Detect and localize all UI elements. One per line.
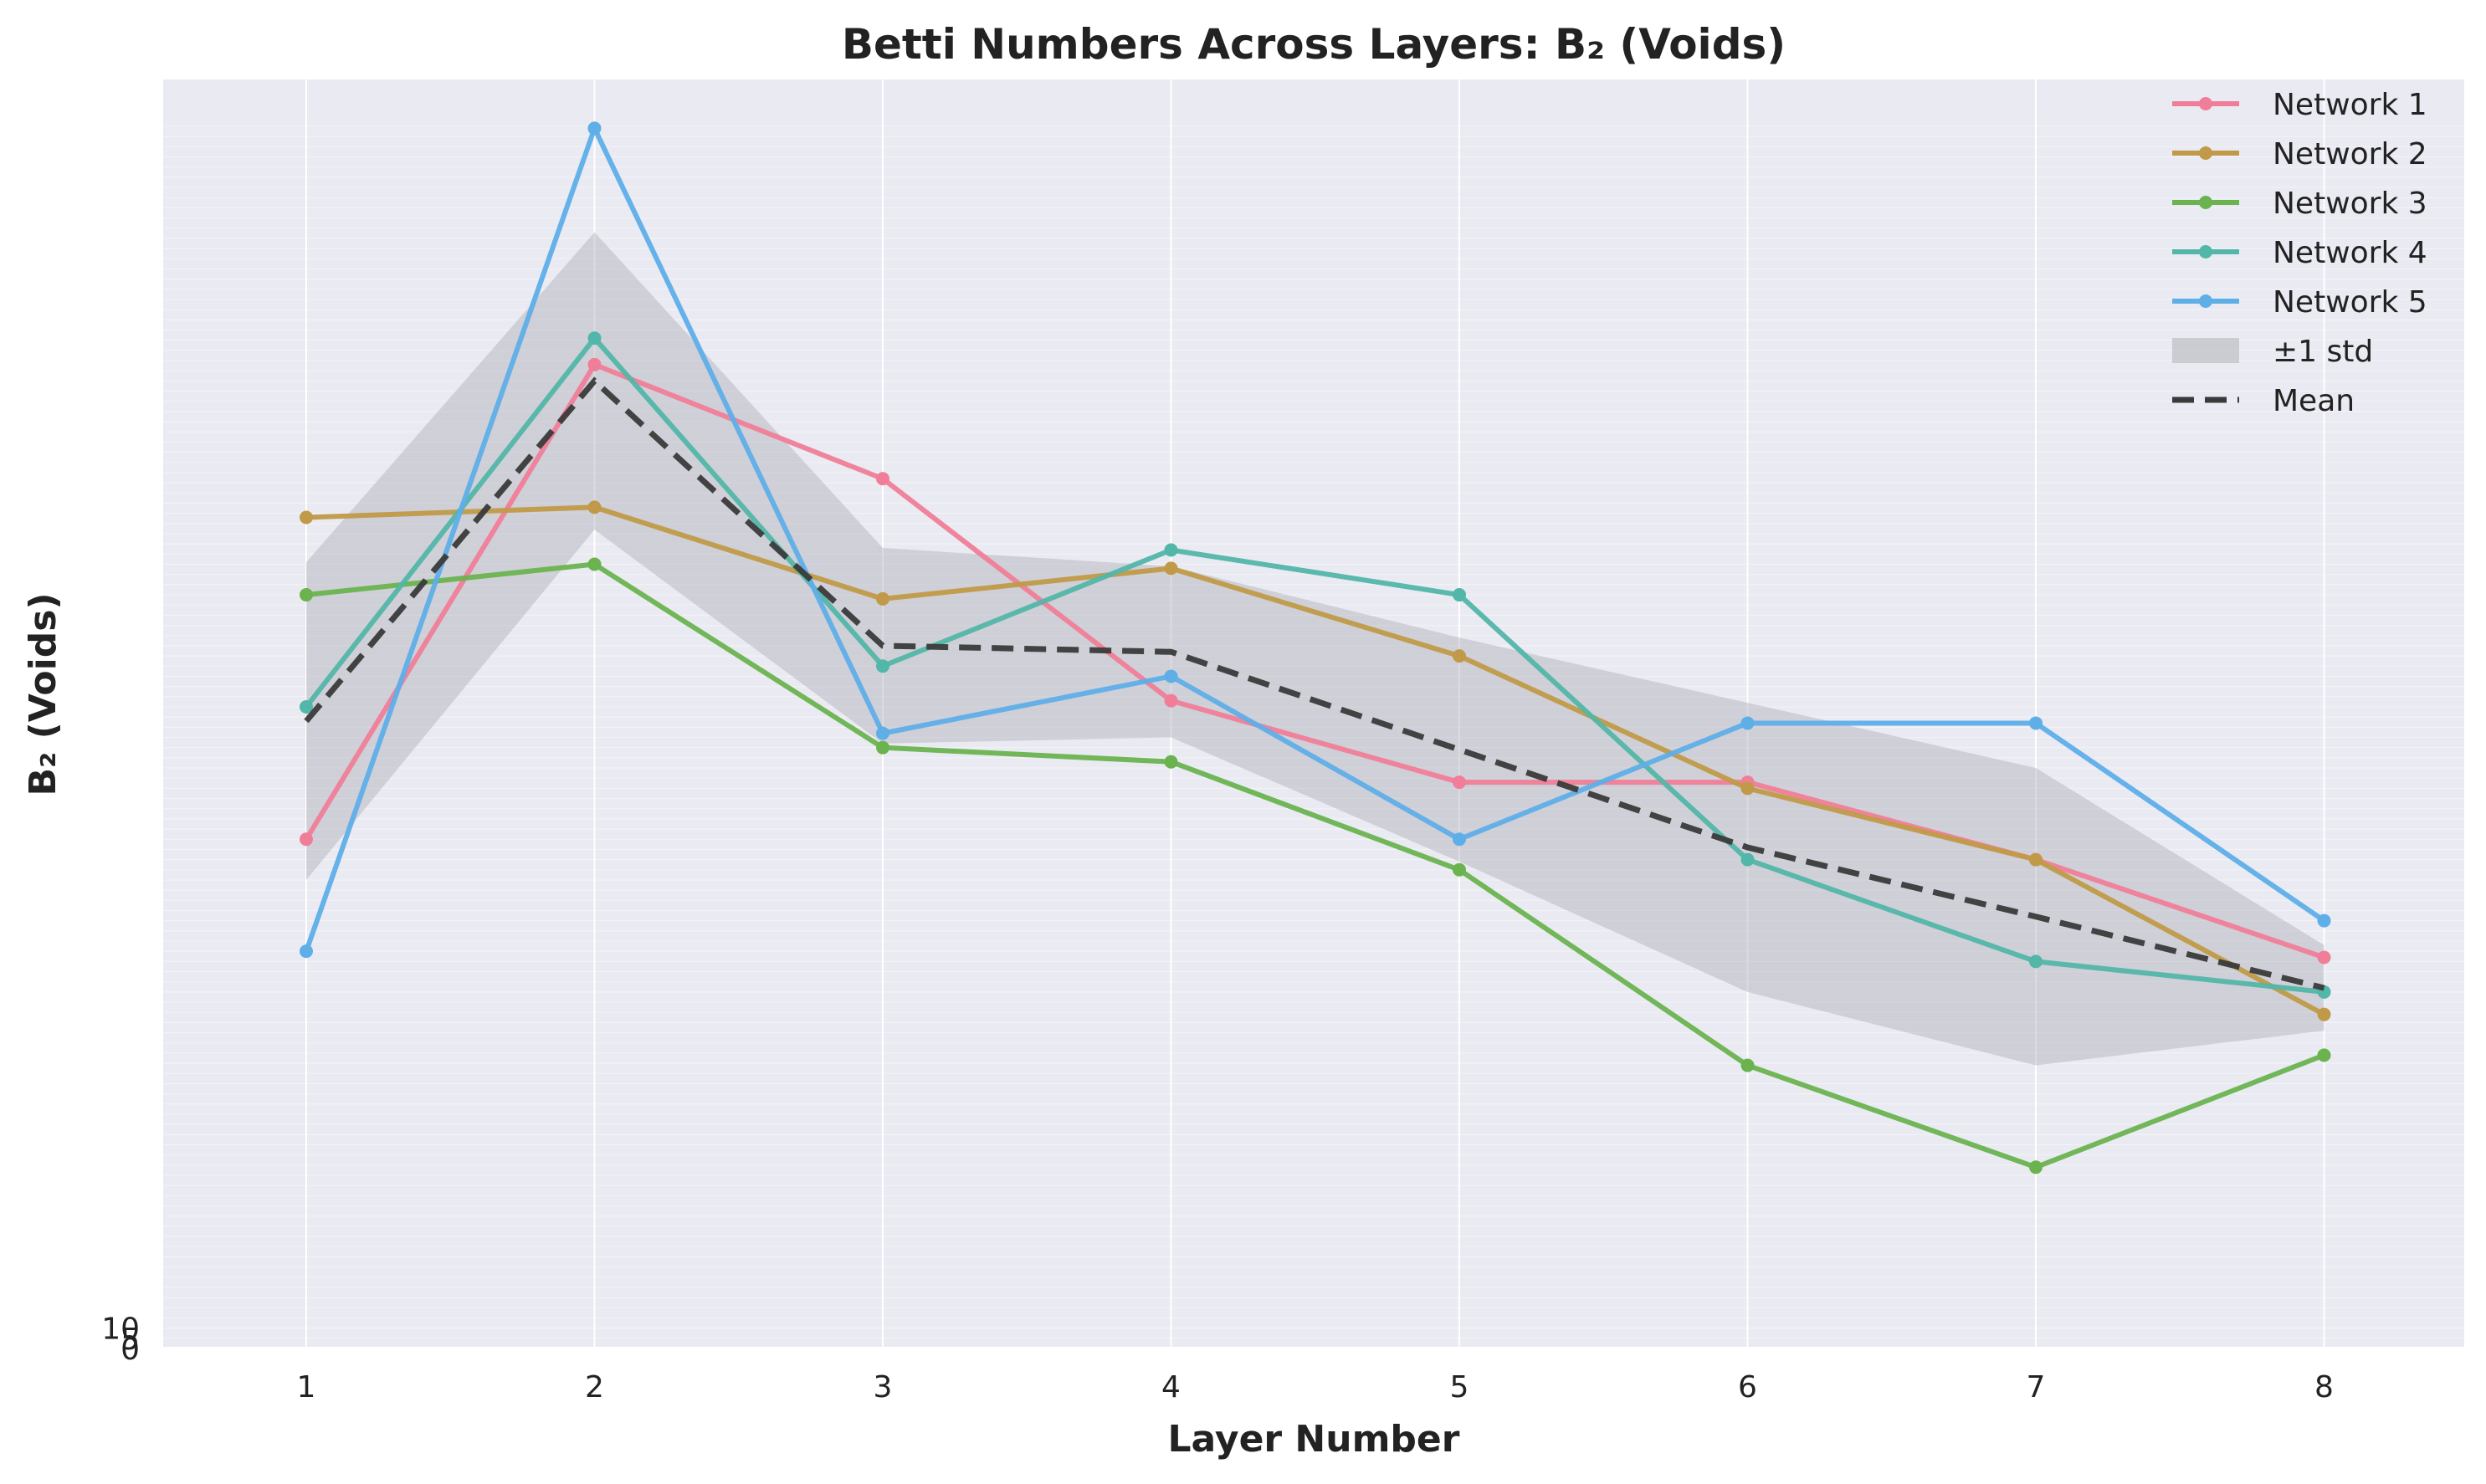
series-network-4 [300, 331, 2331, 999]
legend-entry: Network 5 [2172, 285, 2427, 320]
legend-label: Network 1 [2273, 88, 2427, 122]
data-point [1164, 755, 1178, 769]
data-point [2029, 954, 2043, 969]
series-network-2 [300, 500, 2331, 1021]
data-point [876, 591, 889, 606]
legend-label: Network 2 [2273, 137, 2427, 171]
data-point [300, 944, 313, 959]
mean-line [304, 376, 2325, 991]
grid [163, 79, 2464, 1349]
y-tick-label: 5 [120, 1323, 140, 1357]
data-point [2029, 852, 2043, 867]
x-tick-label: 1 [297, 1370, 316, 1405]
series-network-3 [300, 557, 2331, 1174]
legend-marker [2199, 146, 2212, 160]
plot-area [163, 79, 2464, 1347]
legend-label: ±1 std [2273, 335, 2373, 369]
legend-entry: Network 3 [2172, 187, 2427, 221]
mean-dashed-line [304, 376, 2325, 991]
data-point [2317, 913, 2331, 928]
std-band [306, 232, 2325, 1066]
data-point [300, 588, 313, 602]
data-point [587, 121, 602, 136]
data-point [1453, 775, 1466, 790]
y-axis-label: B₂ (Voids) [22, 593, 64, 796]
x-tick-label: 7 [2027, 1370, 2046, 1405]
legend-label: Network 3 [2273, 187, 2427, 221]
data-point [2317, 1007, 2331, 1021]
data-point [1740, 781, 1755, 796]
x-tick-label: 5 [1450, 1370, 1469, 1405]
legend-label: Network 5 [2273, 285, 2427, 320]
data-point [2317, 1048, 2331, 1062]
legend-label: Network 4 [2273, 236, 2427, 270]
data-point [876, 726, 889, 740]
chart-title: Betti Numbers Across Layers: B₂ (Voids) [842, 20, 1786, 69]
data-point [587, 331, 602, 345]
data-point [1164, 561, 1178, 576]
y-tick-label: 10 [101, 1313, 140, 1347]
data-point [1453, 588, 1466, 602]
data-point [1164, 693, 1178, 708]
x-axis-label: Layer Number [1168, 1418, 1460, 1461]
data-point [587, 557, 602, 571]
data-point [1740, 716, 1755, 730]
data-point [2029, 1160, 2043, 1174]
x-tick-label: 4 [1161, 1370, 1181, 1405]
data-point [1164, 669, 1178, 683]
data-point [1164, 543, 1178, 557]
data-point [1740, 852, 1755, 867]
data-point [2029, 716, 2043, 730]
legend-entry: Network 2 [2172, 137, 2427, 171]
data-point [587, 500, 602, 514]
legend-entry: Network 1 [2172, 88, 2427, 122]
series-network-5 [300, 121, 2331, 959]
series-line [304, 125, 2327, 954]
std-band-area [306, 232, 2325, 1066]
legend-marker [2199, 245, 2212, 258]
series-line [304, 335, 2327, 995]
series-line [304, 504, 2327, 1017]
data-point [1453, 832, 1466, 847]
legend-entry: Mean [2172, 384, 2355, 418]
data-point [1740, 1058, 1755, 1072]
data-point [876, 659, 889, 673]
legend-marker [2199, 196, 2212, 209]
data-point [1453, 862, 1466, 877]
y-tick-label: 0 [120, 1333, 140, 1367]
series-line [304, 561, 2327, 1170]
legend-entry: Network 4 [2172, 236, 2427, 270]
legend-band-swatch [2172, 338, 2239, 363]
legend-marker [2199, 294, 2212, 308]
legend-label: Mean [2273, 384, 2355, 418]
data-point [587, 357, 602, 371]
legend-marker [2199, 97, 2212, 110]
data-point [1453, 649, 1466, 663]
series [300, 121, 2331, 1174]
data-point [876, 740, 889, 755]
x-tick-label: 8 [2314, 1370, 2334, 1405]
data-point [300, 510, 313, 525]
data-point [300, 699, 313, 714]
legend: Network 1 Network 2 Network 3 Network 4 Netw… [2172, 88, 2427, 418]
data-point [300, 832, 313, 847]
data-point [876, 472, 889, 486]
x-axis-ticks: 1 2 3 4 5 6 7 8 [297, 1370, 2334, 1405]
x-tick-label: 6 [1738, 1370, 1757, 1405]
x-tick-label: 3 [874, 1370, 893, 1405]
x-tick-label: 2 [585, 1370, 604, 1405]
data-point [2317, 950, 2331, 965]
legend-entry: ±1 std [2172, 335, 2373, 369]
